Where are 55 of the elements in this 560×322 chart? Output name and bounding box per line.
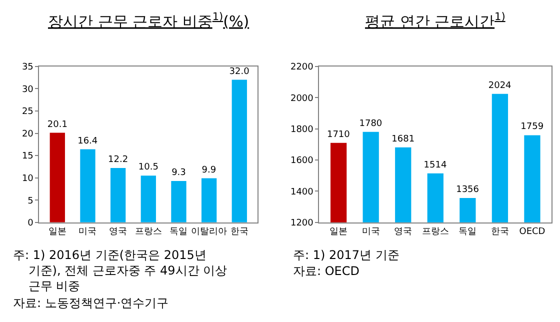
x-tick-label: 한국 — [490, 227, 509, 238]
data-label: 32.0 — [229, 66, 250, 77]
data-label: 2024 — [488, 80, 512, 91]
y-tick-label: 1400 — [290, 187, 314, 198]
data-label: 10.5 — [138, 162, 158, 173]
data-label: 20.1 — [47, 120, 68, 130]
y-tick-label: 20 — [22, 129, 34, 140]
x-tick-label: 영국 — [109, 227, 128, 238]
bar — [80, 149, 96, 222]
y-tick-label: 1200 — [290, 218, 314, 229]
data-label: 12.2 — [108, 155, 128, 166]
y-tick-label: 2200 — [290, 62, 314, 73]
x-tick-label: 영국 — [394, 227, 412, 238]
y-tick-label: 1800 — [290, 124, 314, 135]
data-label: 1759 — [520, 122, 544, 132]
text: 자료: 노동정책연구·연수기구 — [13, 296, 169, 310]
data-label: 9.9 — [202, 165, 216, 176]
text: 주: 1) 2017년 기준 — [293, 248, 400, 262]
x-tick-label: 프랑스 — [134, 227, 162, 238]
x-tick-label: 프랑스 — [422, 227, 449, 238]
x-tick-label: 독일 — [458, 227, 477, 238]
bar — [171, 180, 186, 222]
bar — [140, 176, 156, 222]
chart-title: 평균 연간 근로시간$^{1)}$ — [365, 11, 506, 30]
data-label: 1514 — [424, 160, 447, 170]
data-label: 1710 — [326, 130, 350, 140]
x-tick-label: 일본 — [330, 227, 348, 238]
y-tick-label: 10 — [22, 174, 34, 184]
bar — [232, 80, 247, 222]
data-label: 16.4 — [78, 136, 98, 146]
x-tick-label: 독일 — [170, 227, 188, 238]
y-tick-label: 2000 — [290, 94, 314, 104]
x-tick-label: 미국 — [362, 227, 380, 238]
data-label: 1681 — [392, 134, 415, 144]
data-label: 9.3 — [172, 168, 186, 178]
chart-title: 장시간 근무 근로자 비중$^{1)}$(%) — [48, 11, 250, 30]
bar — [201, 178, 217, 222]
y-tick-label: 25 — [22, 107, 34, 118]
x-tick-label: 일본 — [48, 227, 66, 238]
y-tick-label: 0 — [28, 218, 34, 229]
x-tick-label: 미국 — [78, 227, 97, 238]
x-tick-label: OECD — [519, 227, 546, 238]
y-tick-label: 35 — [22, 62, 34, 73]
x-tick-label: 한국 — [230, 227, 248, 238]
text: 자료: OECD — [293, 264, 360, 278]
data-label: 1356 — [456, 185, 480, 196]
y-tick-label: 1600 — [290, 156, 314, 166]
bar — [110, 168, 126, 222]
x-tick-label: 이탈리아 — [191, 227, 228, 238]
y-tick-label: 5 — [28, 196, 34, 206]
data-label: 1780 — [359, 118, 382, 129]
y-tick-label: 15 — [22, 152, 34, 162]
bar — [50, 132, 65, 222]
text: 주: 1) 2016년 기준(한국은 2015년 기준), 전체 근로자중 주 49시간 이상 근무 비중 — [13, 248, 228, 294]
y-tick-label: 30 — [22, 84, 34, 95]
